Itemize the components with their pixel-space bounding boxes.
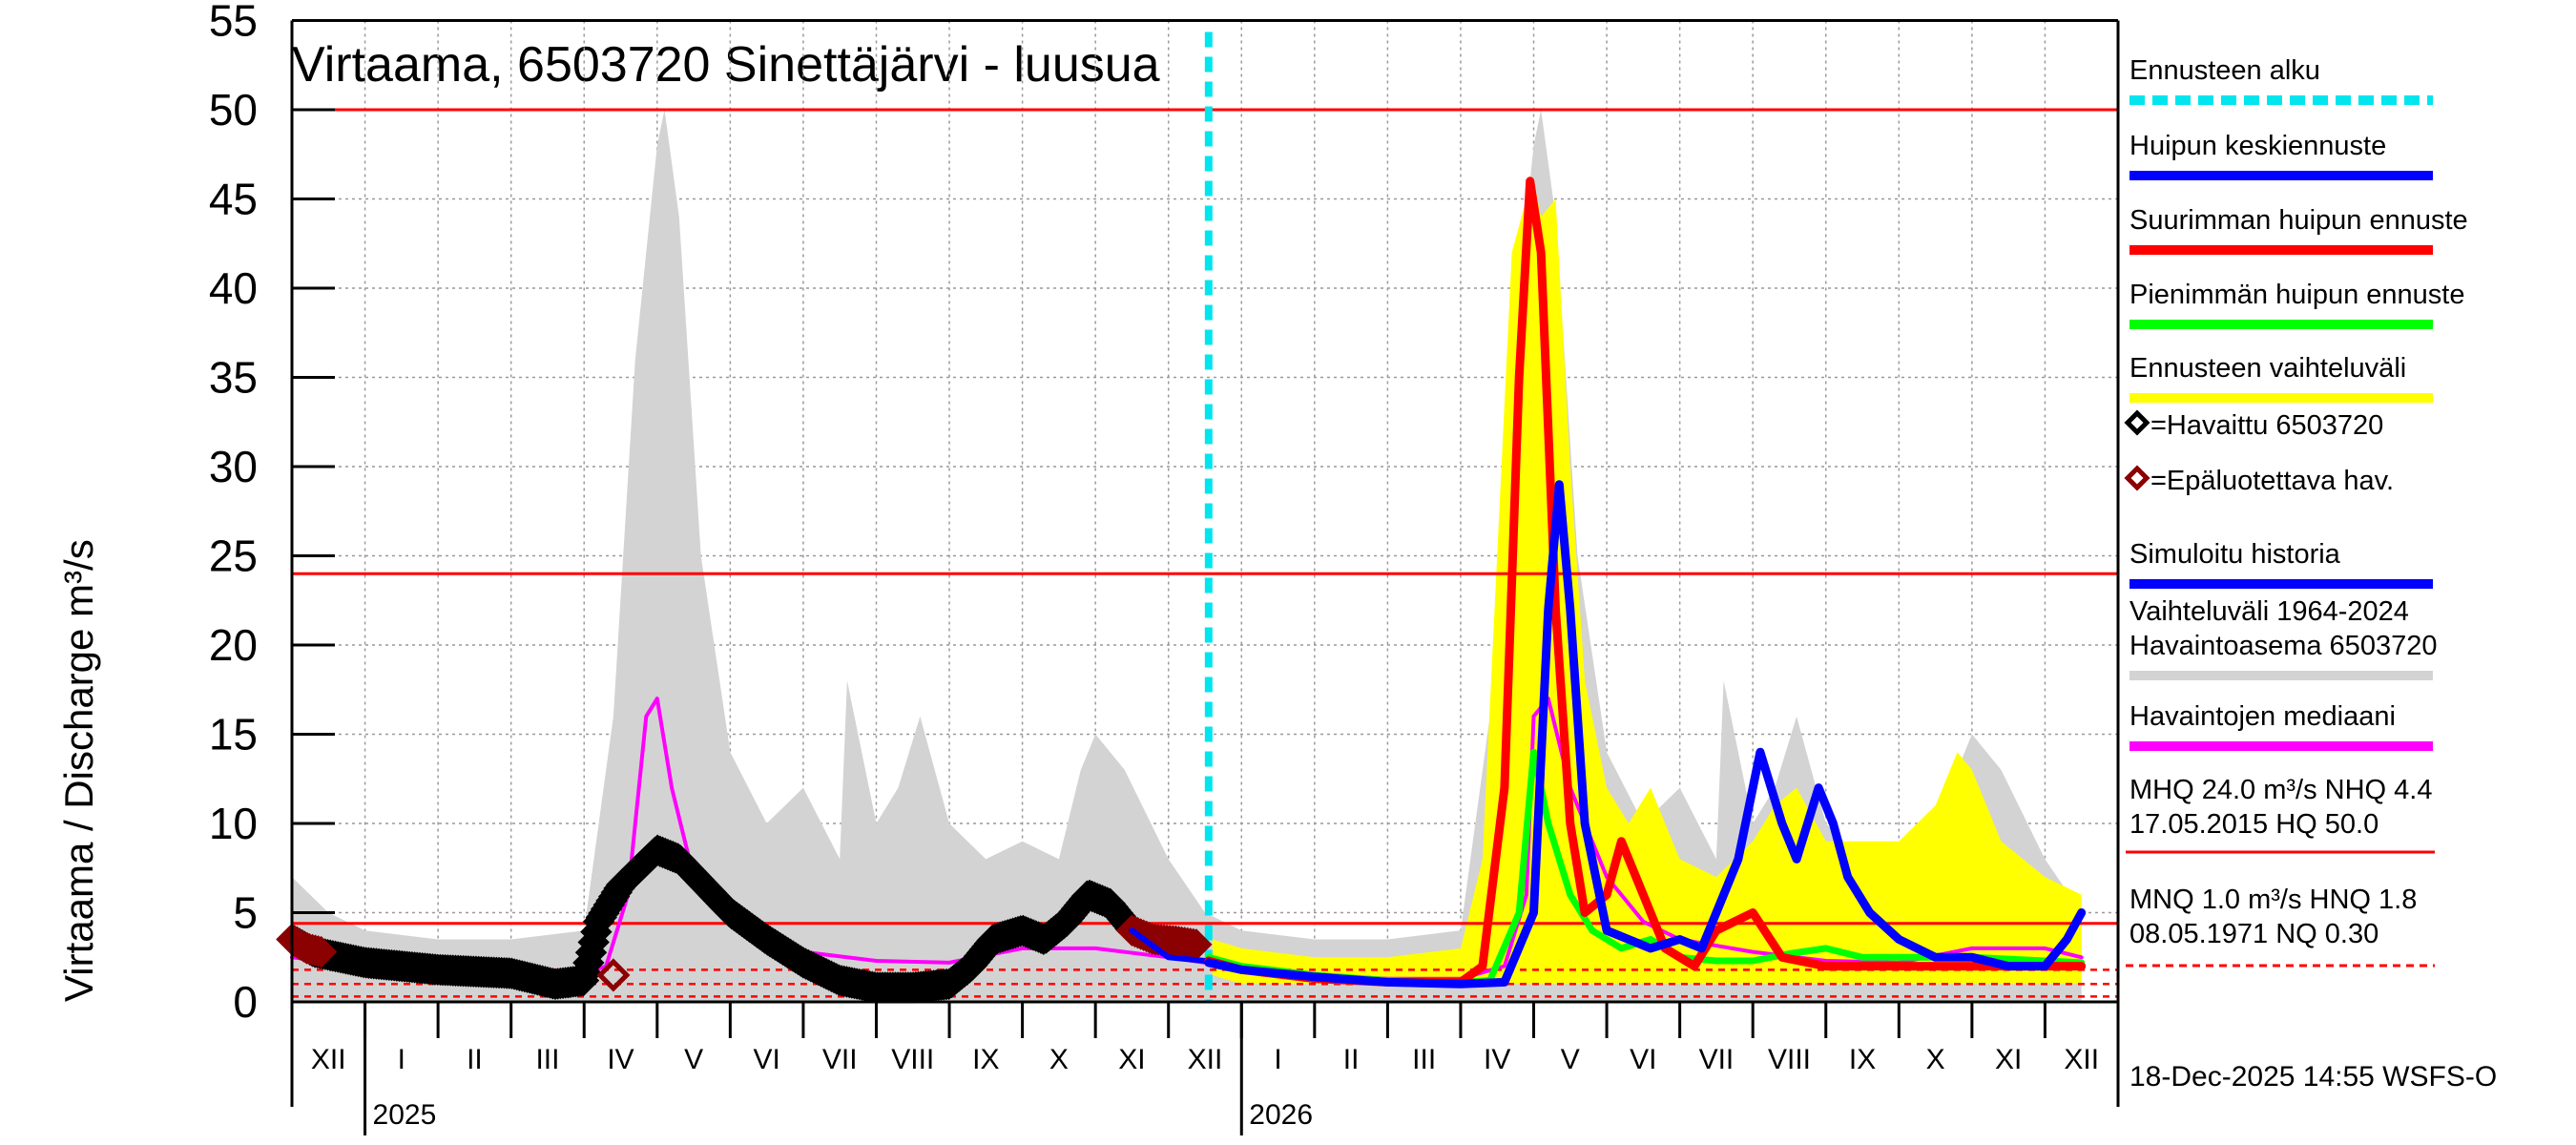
band-vaihteluväli xyxy=(292,110,2082,1002)
x-tick-label: III xyxy=(1412,1044,1436,1075)
y-axis-label: Virtaama / Discharge m³/s xyxy=(56,539,101,1002)
x-tick-label: II xyxy=(467,1044,483,1075)
unreliable-point xyxy=(596,958,631,992)
x-tick-label: V xyxy=(684,1044,703,1075)
y-tick-label: 15 xyxy=(209,710,258,760)
year-label: 2025 xyxy=(373,1099,437,1131)
x-tick-label: X xyxy=(1926,1044,1945,1075)
legend-label: Simuloitu historia xyxy=(2129,539,2341,570)
x-tick-label: I xyxy=(1274,1044,1281,1075)
y-tick-label: 0 xyxy=(233,977,258,1027)
y-tick-label: 45 xyxy=(209,175,258,224)
legend-label: =Havaittu 6503720 xyxy=(2150,410,2383,441)
x-tick-label: IV xyxy=(1484,1044,1510,1075)
legend-label: Havaintoasema 6503720 xyxy=(2129,631,2437,661)
series-suurimman-huipun-ennuste xyxy=(1204,177,2087,987)
y-tick-label: 20 xyxy=(209,620,258,670)
legend-label: Ennusteen vaihteluväli xyxy=(2129,353,2406,384)
x-tick-label: VIII xyxy=(1768,1044,1811,1075)
y-tick-label: 25 xyxy=(209,531,258,581)
y-tick-label: 5 xyxy=(233,888,258,938)
y-tick-label: 55 xyxy=(209,0,258,46)
x-tick-label: XII xyxy=(1188,1044,1223,1075)
legend-label: Ennusteen alku xyxy=(2129,55,2320,86)
footer-timestamp: 18-Dec-2025 14:55 WSFS-O xyxy=(2129,1061,2497,1093)
legend: Ennusteen alku Huipun keskiennuste Suurimm… xyxy=(2124,55,2468,751)
legend-label: Suurimman huipun ennuste xyxy=(2129,205,2468,236)
legend-label: Pienimmän huipun ennuste xyxy=(2129,280,2464,310)
x-tick-label: XII xyxy=(311,1044,346,1075)
series-huipun-keskiennuste xyxy=(1204,480,2087,989)
plot-area xyxy=(276,19,2118,1004)
series-simuloitu-historia xyxy=(1129,927,1208,964)
y-tick-label: 10 xyxy=(209,799,258,848)
x-tick-label: III xyxy=(535,1044,559,1075)
x-tick-label: IV xyxy=(607,1044,634,1075)
x-tick-label: VII xyxy=(1699,1044,1735,1075)
stats-line-2: 17.05.2015 HQ 50.0 xyxy=(2129,809,2379,840)
unreliable-point xyxy=(304,935,338,968)
x-tick-label: I xyxy=(398,1044,405,1075)
x-tick-label: IX xyxy=(1849,1044,1876,1075)
x-tick-label: VI xyxy=(1630,1044,1656,1075)
y-tick-label: 30 xyxy=(209,442,258,491)
chart-title: Virtaama, 6503720 Sinettäjärvi - luusua xyxy=(292,37,1160,93)
y-tick-label: 40 xyxy=(209,263,258,313)
legend-label: =Epäluotettava hav. xyxy=(2150,466,2394,496)
x-tick-label: XI xyxy=(1118,1044,1145,1075)
stats-line-1: MHQ 24.0 m³/s NHQ 4.4 xyxy=(2129,775,2432,805)
y-tick-label: 50 xyxy=(209,85,258,135)
y-tick-label: 35 xyxy=(209,353,258,403)
x-tick-label: X xyxy=(1049,1044,1069,1075)
band-ennusteen xyxy=(1212,180,2082,985)
legend-label: Vaihteluväli 1964-2024 xyxy=(2129,596,2409,627)
legend-marker xyxy=(2124,409,2150,436)
x-tick-label: VIII xyxy=(891,1044,934,1075)
x-tick-label: V xyxy=(1561,1044,1580,1075)
stats-line-3: MNQ 1.0 m³/s HNQ 1.8 xyxy=(2129,885,2417,915)
x-tick-label: XI xyxy=(1995,1044,2022,1075)
x-tick-label: II xyxy=(1343,1044,1360,1075)
stats-block: MHQ 24.0 m³/s NHQ 4.4 17.05.2015 HQ 50.0… xyxy=(2126,775,2435,968)
stats-line-4: 08.05.1971 NQ 0.30 xyxy=(2129,919,2379,949)
x-tick-label: VI xyxy=(753,1044,779,1075)
legend-label: Huipun keskiennuste xyxy=(2129,131,2386,161)
x-tick-label: XII xyxy=(2064,1044,2099,1075)
x-tick-label: IX xyxy=(972,1044,999,1075)
legend-marker xyxy=(2124,465,2150,491)
year-label: 2026 xyxy=(1249,1099,1313,1131)
legend-label: Havaintojen mediaani xyxy=(2129,701,2396,732)
x-tick-label: VII xyxy=(822,1044,858,1075)
